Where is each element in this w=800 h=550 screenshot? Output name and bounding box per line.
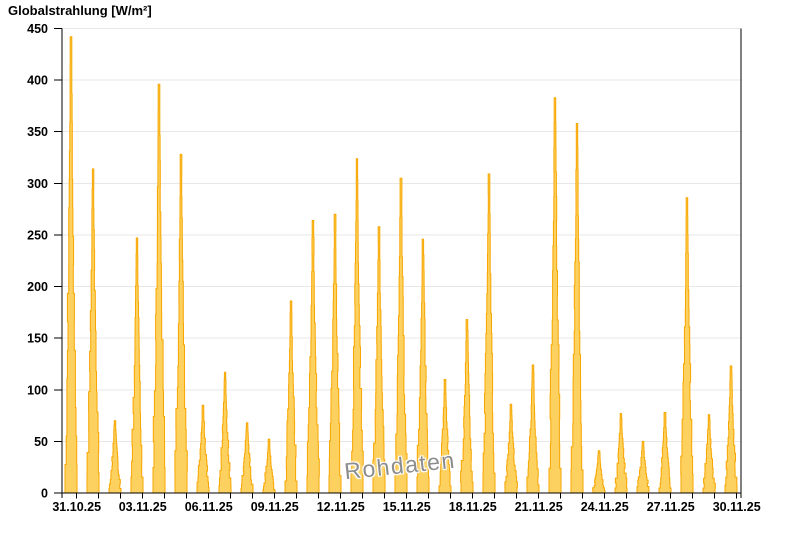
day-spike <box>526 364 540 494</box>
y-tick-label: 200 <box>27 280 48 294</box>
day-spike <box>284 300 298 494</box>
day-spike <box>548 97 562 494</box>
chart-title: Globalstrahlung [W/m²] <box>8 3 152 18</box>
day-spike <box>218 371 232 494</box>
day-spike <box>724 365 738 494</box>
day-spike <box>152 83 166 494</box>
y-tick-label: 350 <box>27 125 48 139</box>
day-spike <box>570 123 584 494</box>
x-tick-label: 30.11.25 <box>713 500 761 514</box>
y-tick-label: 400 <box>27 74 48 88</box>
day-spike <box>680 197 694 494</box>
y-tick-label: 150 <box>27 332 48 346</box>
day-spike <box>306 220 320 494</box>
day-spike <box>658 412 672 494</box>
day-spike <box>614 413 628 494</box>
y-tick-label: 0 <box>41 487 48 501</box>
day-spike <box>372 226 386 494</box>
day-spike <box>416 238 430 494</box>
day-spike <box>482 173 496 494</box>
day-spike <box>262 438 276 494</box>
x-tick-label: 09.11.25 <box>251 500 299 514</box>
day-spike <box>328 213 342 494</box>
y-tick-label: 450 <box>27 22 48 36</box>
y-tick-label: 50 <box>34 435 48 449</box>
y-tick-label: 300 <box>27 177 48 191</box>
x-tick-label: 15.11.25 <box>383 500 431 514</box>
x-tick-label: 18.11.25 <box>449 500 497 514</box>
day-spike <box>592 450 606 494</box>
x-tick-label: 24.11.25 <box>581 500 629 514</box>
day-spike <box>64 36 78 494</box>
x-tick-label: 12.11.25 <box>317 500 365 514</box>
x-tick-label: 03.11.25 <box>119 500 167 514</box>
day-spike <box>350 158 364 494</box>
day-spike <box>174 153 188 494</box>
y-tick-label: 250 <box>27 228 48 242</box>
day-spike <box>394 177 408 494</box>
day-spike <box>240 422 254 494</box>
day-spike <box>702 414 716 494</box>
day-spike <box>460 319 474 494</box>
day-spike <box>130 237 144 494</box>
x-tick-label: 27.11.25 <box>647 500 695 514</box>
x-tick-label: 31.10.25 <box>52 500 101 514</box>
day-spike <box>636 440 650 494</box>
day-spike <box>86 168 100 494</box>
y-tick-label: 100 <box>27 383 48 397</box>
day-spike <box>438 379 452 494</box>
day-spike <box>196 404 210 494</box>
day-spike <box>504 403 518 494</box>
day-spike <box>108 420 122 494</box>
x-tick-label: 06.11.25 <box>185 500 233 514</box>
x-tick-label: 21.11.25 <box>515 500 563 514</box>
